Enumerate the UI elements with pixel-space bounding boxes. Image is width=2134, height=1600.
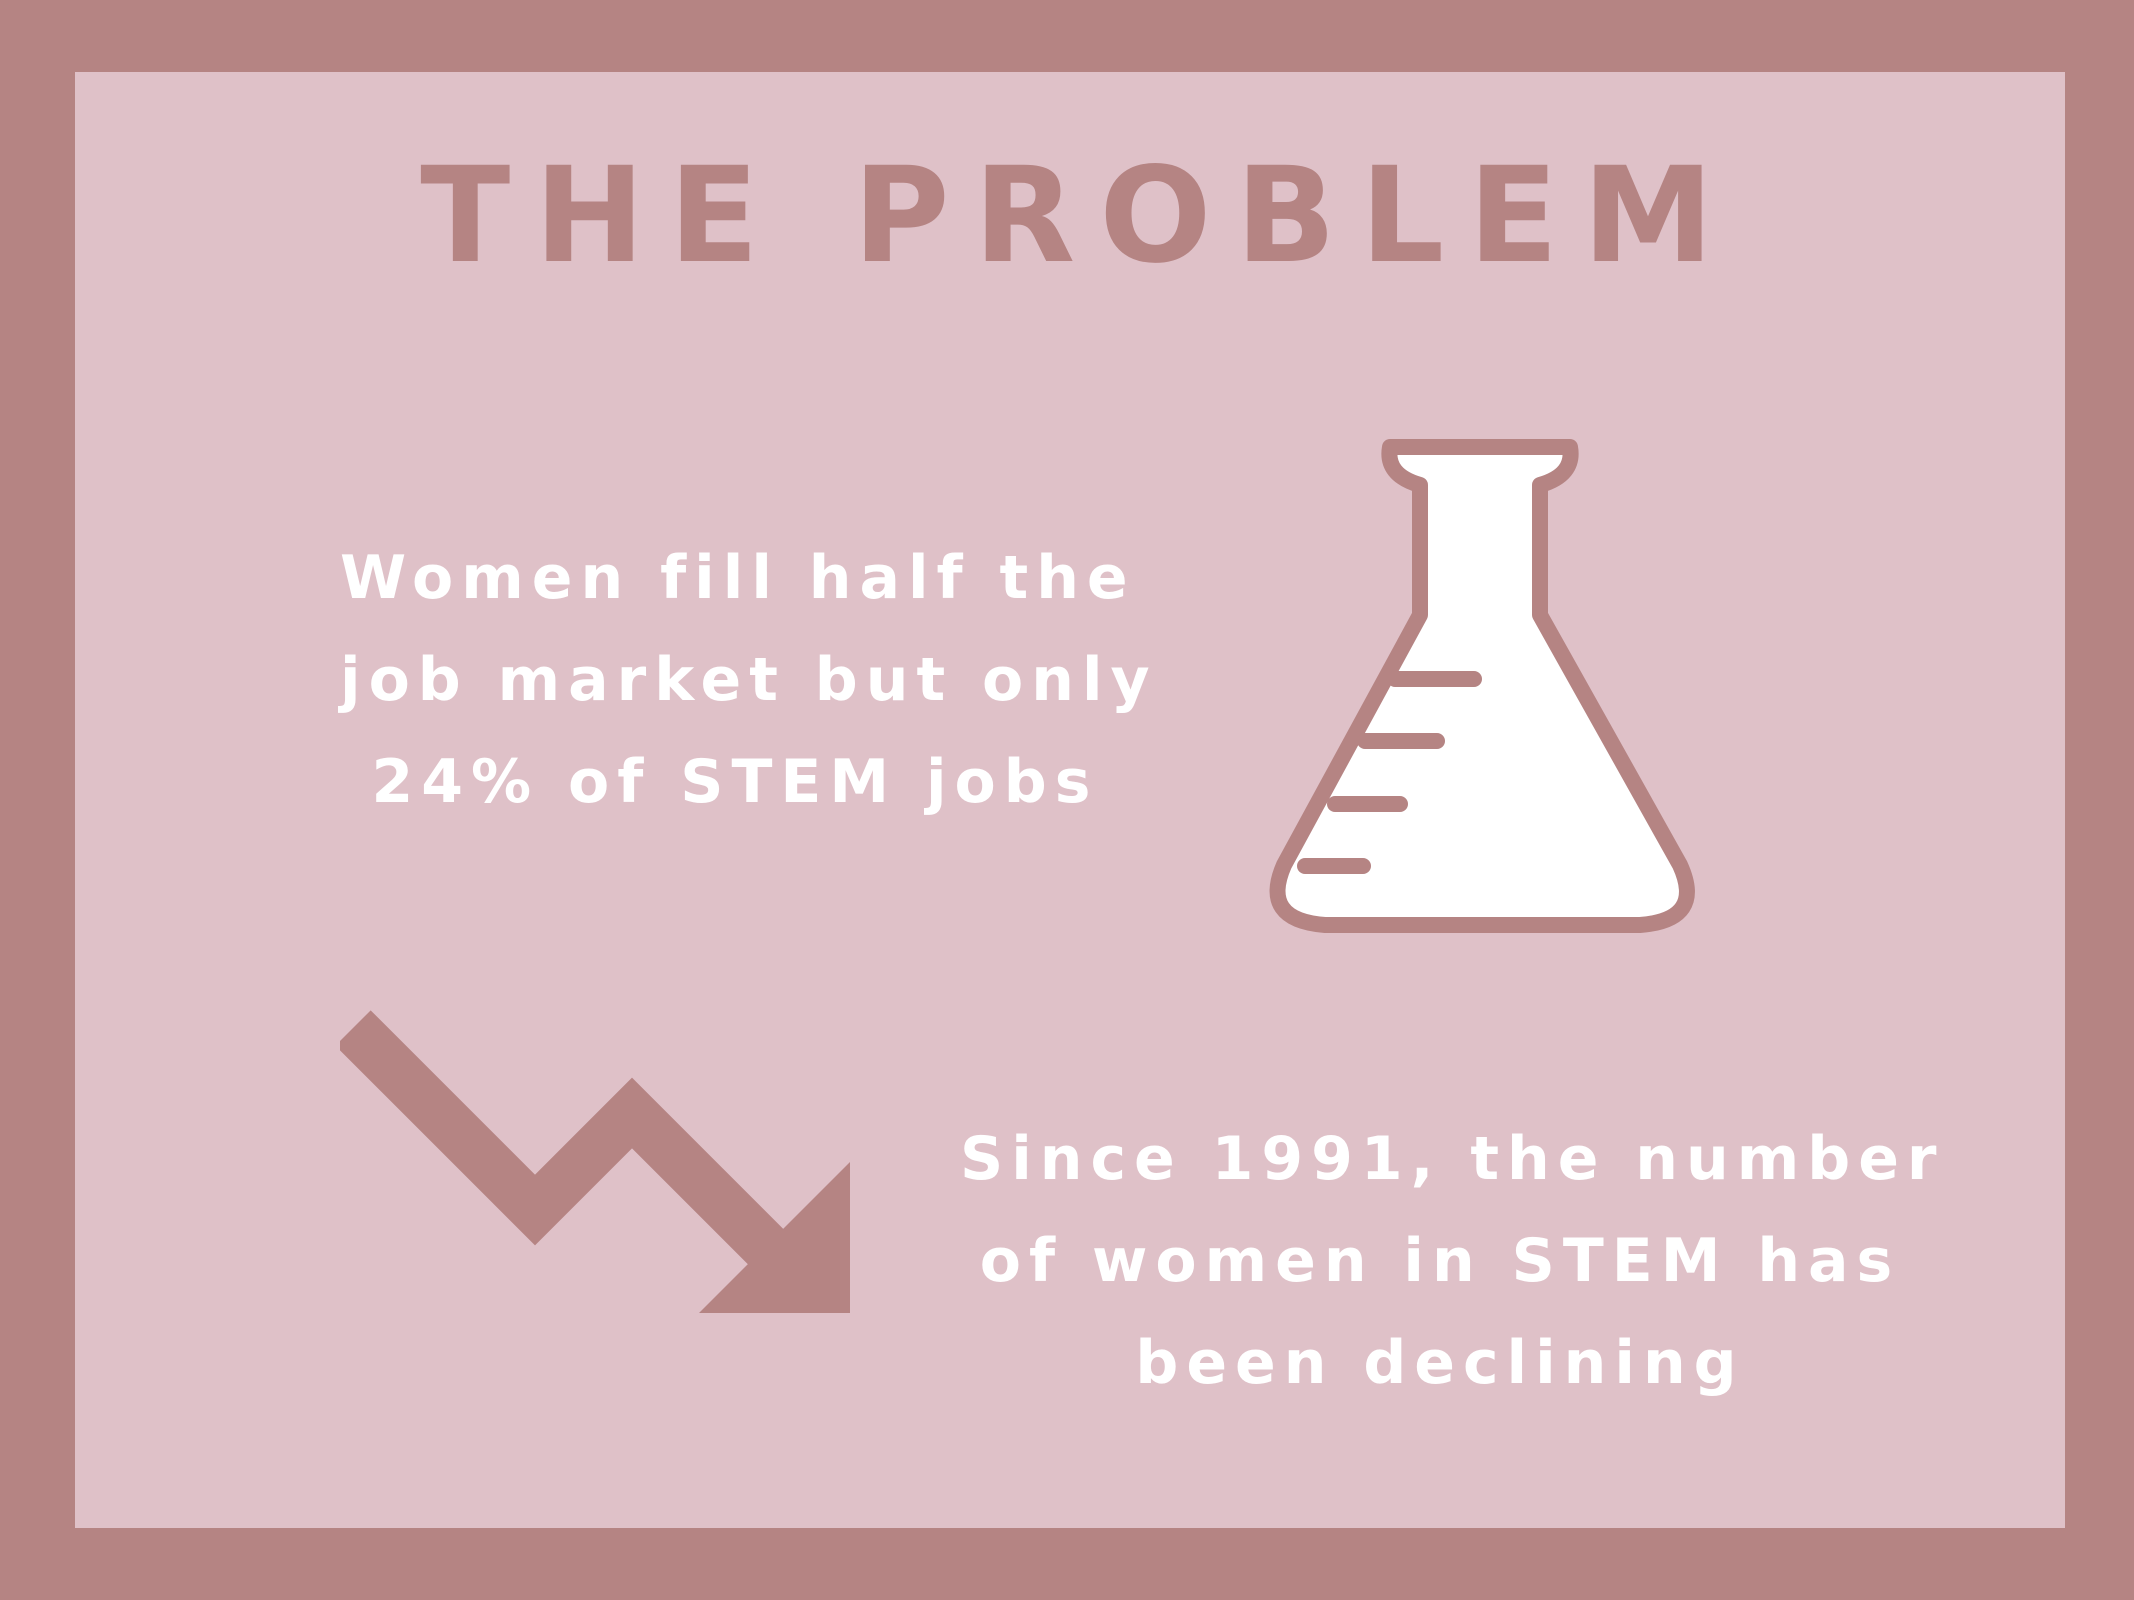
flask-icon: [1269, 439, 1695, 933]
slide-panel: [75, 72, 2065, 1528]
stat-women-stem-decline: Since 1991, the number of women in STEM …: [960, 1108, 1945, 1414]
stat-line: of women in STEM has: [979, 1226, 1901, 1296]
slide-title: THE PROBLEM: [420, 139, 1738, 293]
stat-line: Since 1991, the number: [960, 1124, 1945, 1194]
stat-women-job-market: Women fill half the job market but only …: [340, 527, 1158, 833]
stat-line: job market but only: [340, 645, 1158, 715]
stat-line: 24% of STEM jobs: [371, 747, 1099, 817]
stat-line: Women fill half the: [340, 543, 1136, 613]
down-trend-arrow-icon: [340, 1010, 850, 1313]
stat-line: been declining: [1135, 1328, 1745, 1398]
